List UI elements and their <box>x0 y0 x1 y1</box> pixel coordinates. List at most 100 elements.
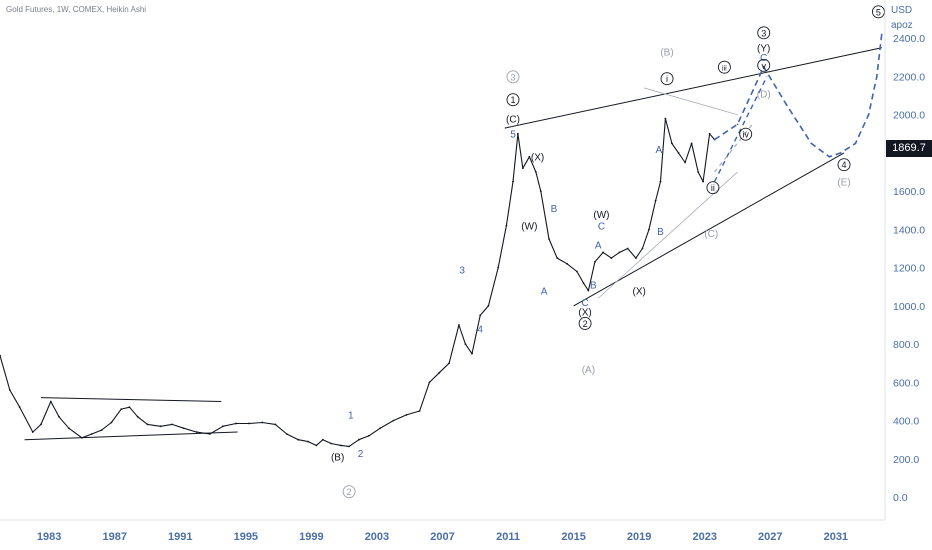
trendline-1 <box>573 152 845 307</box>
chart-title: Gold Futures, 1W, COMEX, Heikin Ashi <box>6 5 147 14</box>
wave-label-text: A <box>595 241 602 252</box>
price-point <box>136 415 139 418</box>
wave-label-text: v <box>761 61 766 71</box>
price-point <box>556 257 559 259</box>
price-point <box>274 423 277 426</box>
price-point <box>418 410 421 412</box>
wave-label: 2 <box>358 449 364 460</box>
price-point <box>505 224 508 227</box>
wave-label-text: 1 <box>510 95 515 105</box>
price-point <box>297 438 300 441</box>
price-point <box>659 180 662 183</box>
y-tick-label: 600.0 <box>893 377 919 389</box>
wave-label: C <box>760 53 767 64</box>
price-point <box>566 262 568 265</box>
price-point <box>428 381 431 384</box>
wave-label: C <box>581 298 588 309</box>
price-point <box>618 251 621 254</box>
time-axis: 1983 1987 1991 1995 1999 2003 2007 2011 2015 2019… <box>37 531 848 543</box>
price-point <box>634 257 637 259</box>
price-point <box>438 371 441 374</box>
trendline-4 <box>643 87 738 116</box>
price-point <box>702 180 704 183</box>
wave-label-text: B <box>590 281 597 292</box>
wave-label: 4 <box>477 325 483 336</box>
price-point <box>195 431 198 433</box>
wave-label: 5 <box>871 5 885 19</box>
y-tick-label: 2200.0 <box>893 71 925 83</box>
x-tick-label: 1987 <box>102 531 126 543</box>
projection-point <box>713 138 716 141</box>
price-point <box>379 427 382 430</box>
x-tick-label: 2027 <box>758 531 782 543</box>
x-tick-label: 2031 <box>824 531 848 543</box>
price-point <box>81 436 83 439</box>
wave-label-text: (X) <box>632 286 645 297</box>
wave-label-text: (X) <box>578 307 591 318</box>
wave-label-ring <box>717 60 731 74</box>
price-point <box>457 324 460 326</box>
price-point <box>464 343 467 346</box>
y-tick-label: 2400.0 <box>893 33 925 45</box>
wave-label: v <box>757 58 771 72</box>
wave-label-text: 2 <box>583 319 588 329</box>
trendline-6 <box>713 76 768 182</box>
wave-label-ring <box>757 26 771 40</box>
price-point <box>497 266 500 269</box>
y-tick-label: 1200.0 <box>893 263 925 275</box>
wave-label: (E) <box>837 177 850 188</box>
projection-point <box>736 123 739 126</box>
wave-label: A <box>655 145 662 156</box>
wave-label: 3 <box>459 265 465 276</box>
last-price-tag: 1869.7 <box>886 140 932 157</box>
price-point <box>548 238 550 240</box>
wave-label-text: (D) <box>757 90 771 101</box>
price-point <box>67 427 70 430</box>
wave-label-text: (W) <box>593 210 609 221</box>
price-point <box>110 421 113 424</box>
price-point <box>159 425 162 428</box>
wave-label: 3 <box>757 26 771 40</box>
x-tick-label: 1999 <box>299 531 323 543</box>
price-point <box>392 419 395 422</box>
scale-label: apoz <box>891 20 913 31</box>
x-tick-label: 2011 <box>496 531 520 543</box>
projection-point <box>854 142 857 145</box>
price-point <box>654 199 657 202</box>
wave-label: (B) <box>660 47 673 58</box>
wave-label-text: 2 <box>347 487 352 497</box>
projection-point <box>785 104 788 106</box>
wave-label-layer: 31(C)5(X)B(W)A(W)CABC(X)2(A)(X)BA(B)iiii… <box>331 5 885 499</box>
wave-label: (Y) <box>757 44 770 55</box>
wave-label-ring <box>757 58 771 72</box>
wave-label-ring <box>706 181 720 195</box>
price-point <box>330 442 332 445</box>
price-point <box>664 117 667 120</box>
x-tick-label: 2023 <box>692 531 716 543</box>
wave-label: 2 <box>578 316 592 330</box>
currency-label: USD <box>891 5 913 16</box>
price-point <box>641 247 644 250</box>
wave-label-text: C <box>581 298 588 309</box>
wave-label: C <box>598 221 605 232</box>
wave-label: A <box>595 241 602 252</box>
wave-label: (B) <box>331 453 344 464</box>
price-point <box>0 354 1 357</box>
wave-label: 2 <box>342 485 356 499</box>
wave-label-text: C <box>760 53 767 64</box>
y-tick-label: 1400.0 <box>893 224 925 236</box>
wave-label-text: ii <box>711 183 715 193</box>
wave-label-text: (E) <box>837 177 850 188</box>
wave-label: iii <box>717 60 731 74</box>
wave-label-ring <box>739 127 753 141</box>
wave-label-ring <box>871 5 885 19</box>
trendline-layer <box>24 47 882 441</box>
x-tick-label: 2007 <box>430 531 454 543</box>
wave-label-text: 3 <box>459 265 465 276</box>
wave-label-text: 5 <box>510 130 516 141</box>
wave-label: (W) <box>521 221 537 232</box>
y-tick-label: 200.0 <box>893 454 919 466</box>
wave-label: iv <box>739 127 753 141</box>
price-point <box>40 423 42 426</box>
